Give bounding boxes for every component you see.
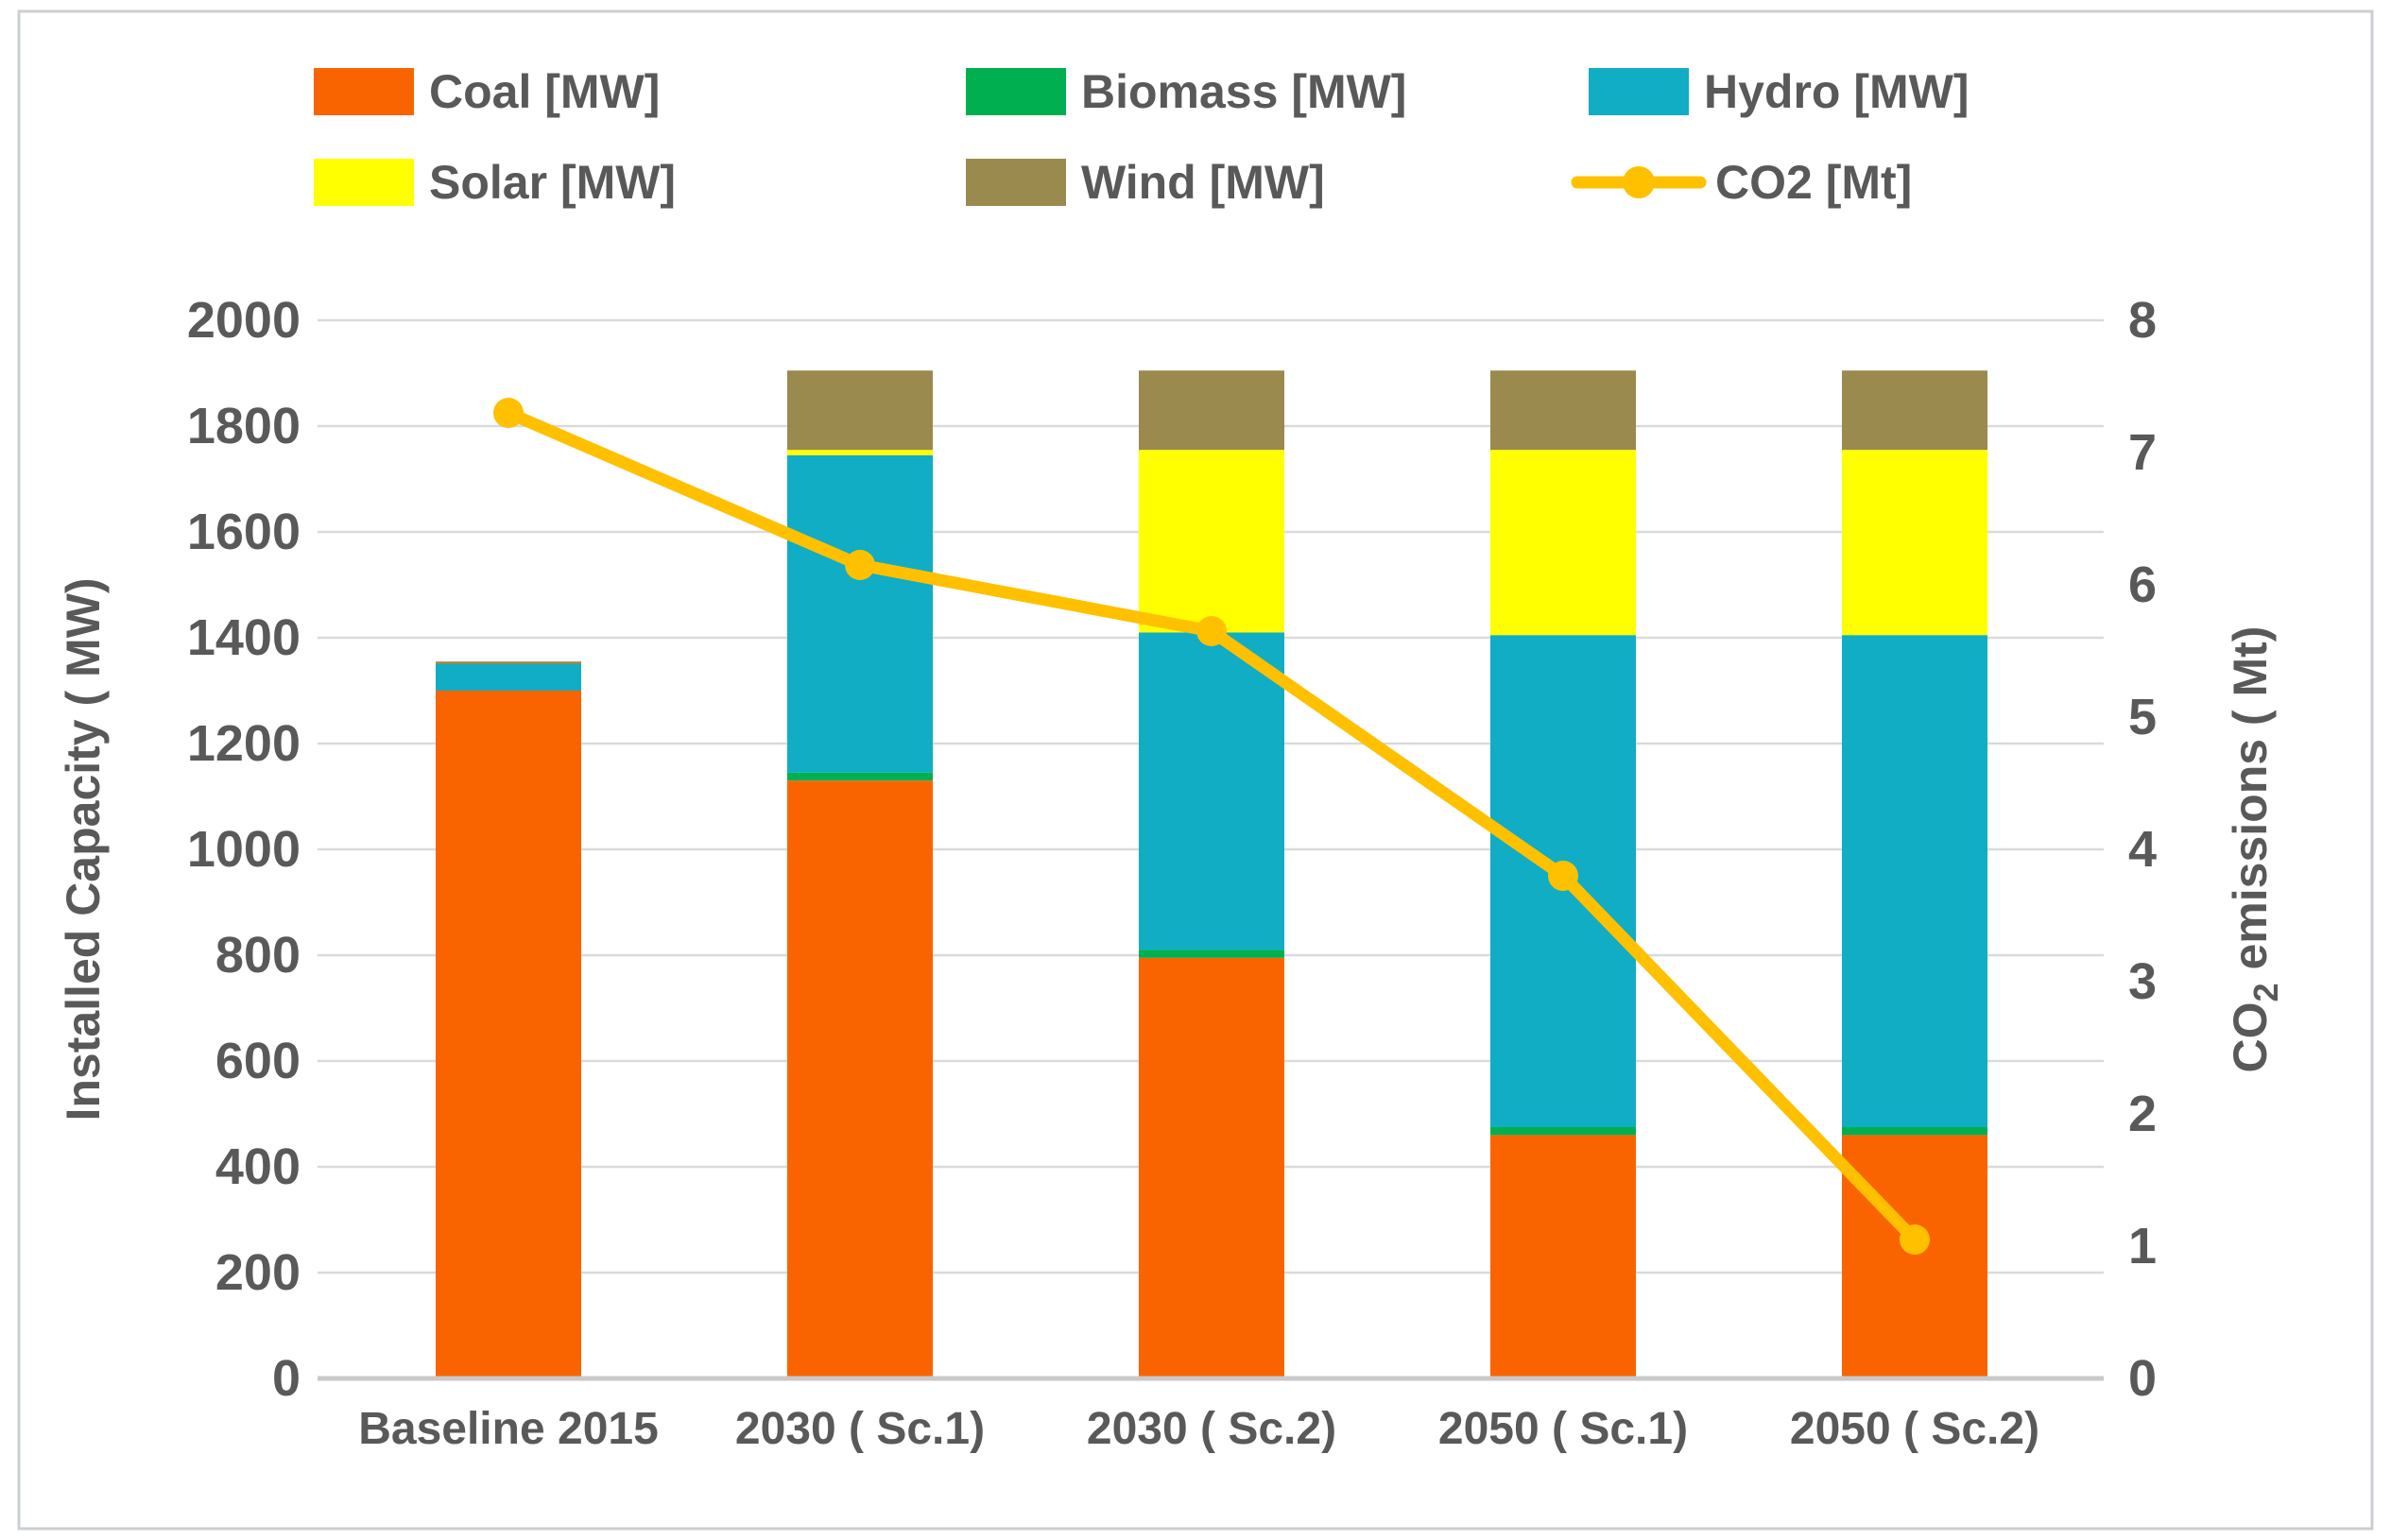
- left-axis-tick-label: 0: [272, 1350, 301, 1407]
- bar-segment-solar-2: [1139, 450, 1284, 633]
- bar-segment-biomass-1: [787, 772, 933, 781]
- co2-marker-2: [1196, 616, 1227, 646]
- x-axis-category-label: Baseline 2015: [358, 1404, 659, 1454]
- co2-marker-0: [493, 398, 524, 428]
- bar-segment-wind-1: [787, 370, 933, 451]
- legend-swatch-hydro: [1589, 68, 1689, 115]
- bar-segment-wind-3: [1490, 370, 1636, 451]
- left-axis-tick-label: 1800: [187, 398, 301, 454]
- legend-item-co2: CO2 [Mt]: [1571, 156, 1912, 209]
- legend-marker-co2: [1623, 166, 1655, 198]
- bar-segment-coal-4: [1842, 1135, 1987, 1378]
- left-axis-tick-label: 1000: [187, 821, 301, 878]
- x-axis-category-label: 2030 ( Sc.2): [1087, 1404, 1336, 1454]
- bar-segment-hydro-4: [1842, 635, 1987, 1127]
- bar-segment-coal-0: [436, 691, 581, 1378]
- x-axis-category-label: 2030 ( Sc.1): [735, 1404, 985, 1454]
- co2-marker-3: [1548, 861, 1578, 891]
- bar-segment-solar-3: [1490, 450, 1636, 636]
- frame-border: [17, 9, 2374, 1531]
- legend-item-biomass: Biomass [MW]: [966, 65, 1406, 118]
- co2-marker-4: [1900, 1224, 1930, 1255]
- bar-segment-biomass-3: [1490, 1127, 1636, 1136]
- bar-segment-hydro-2: [1139, 632, 1284, 950]
- right-axis-tick-label: 6: [2128, 556, 2157, 613]
- legend-label: CO2 [Mt]: [1715, 156, 1912, 209]
- left-axis-tick-label: 800: [215, 927, 301, 984]
- legend-item-solar: Solar [MW]: [314, 156, 676, 209]
- right-axis-tick-label: 5: [2128, 689, 2157, 745]
- right-axis-tick-label: 0: [2128, 1350, 2157, 1407]
- bar-segment-hydro-0: [436, 664, 581, 691]
- legend-label: Solar [MW]: [429, 156, 676, 209]
- bar-segment-biomass-4: [1842, 1127, 1987, 1136]
- legend-swatch-solar: [314, 159, 414, 206]
- bar-segment-hydro-1: [787, 454, 933, 773]
- left-axis-tick-label: 1200: [187, 715, 301, 772]
- bar-segment-coal-2: [1139, 957, 1284, 1378]
- left-axis-tick-label: 200: [215, 1244, 301, 1301]
- left-axis-title: Installed Capacity ( MW): [57, 577, 110, 1121]
- legend-label: Hydro [MW]: [1704, 65, 1970, 118]
- right-axis-tick-label: 7: [2128, 424, 2157, 481]
- bar-segment-wind-4: [1842, 370, 1987, 451]
- right-axis-tick-label: 3: [2128, 953, 2157, 1010]
- legend-swatch-coal: [314, 68, 414, 115]
- legend-label: Biomass [MW]: [1081, 65, 1406, 118]
- left-axis-tick-label: 1600: [187, 504, 301, 560]
- legend-item-coal: Coal [MW]: [314, 65, 660, 118]
- left-axis-tick-label: 600: [215, 1033, 301, 1089]
- left-axis-tick-label: 2000: [187, 292, 301, 349]
- co2-marker-1: [845, 550, 875, 580]
- bar-segment-solar-4: [1842, 450, 1987, 636]
- x-axis-category-label: 2050 ( Sc.1): [1438, 1404, 1688, 1454]
- left-axis-tick-label: 400: [215, 1138, 301, 1195]
- right-axis-title: CO2 emissions ( Mt): [2224, 626, 2285, 1073]
- legend-label: Wind [MW]: [1081, 156, 1325, 209]
- right-axis-tick-label: 1: [2128, 1218, 2157, 1275]
- bar-segment-coal-1: [787, 780, 933, 1378]
- right-axis-tick-label: 4: [2128, 821, 2157, 878]
- bar-segment-coal-3: [1490, 1135, 1636, 1378]
- legend-label: Coal [MW]: [429, 65, 660, 118]
- bar-segment-wind-0: [436, 661, 581, 664]
- bar-segment-wind-2: [1139, 370, 1284, 451]
- legend-swatch-biomass: [966, 68, 1066, 115]
- bar-segment-biomass-2: [1139, 950, 1284, 958]
- legend-item-wind: Wind [MW]: [966, 156, 1325, 209]
- legend-swatch-wind: [966, 159, 1066, 206]
- legend-item-hydro: Hydro [MW]: [1589, 65, 1970, 118]
- right-axis-tick-label: 2: [2128, 1086, 2157, 1142]
- left-axis-tick-label: 1400: [187, 609, 301, 666]
- x-axis-category-label: 2050 ( Sc.2): [1790, 1404, 2039, 1454]
- bar-segment-solar-1: [787, 450, 933, 455]
- right-axis-tick-label: 8: [2128, 292, 2157, 349]
